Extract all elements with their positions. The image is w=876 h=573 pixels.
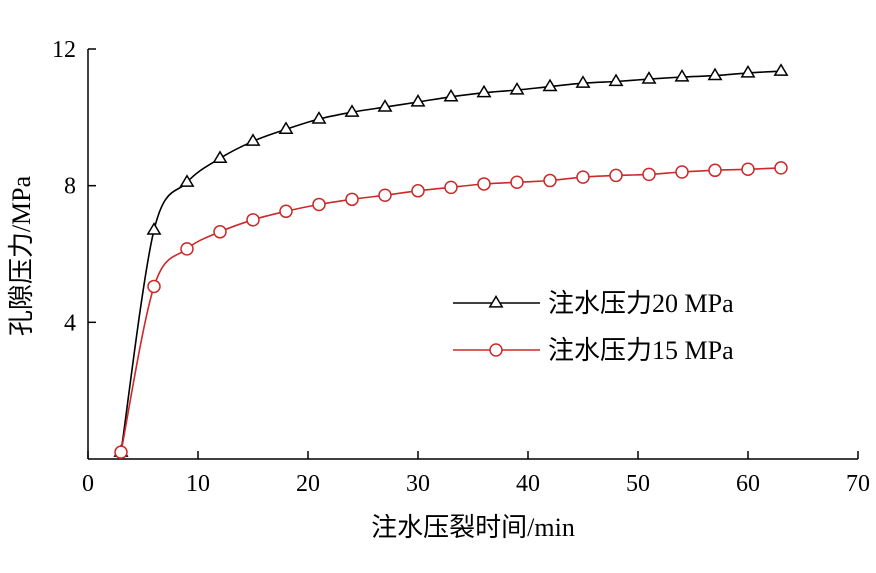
data-point — [410, 93, 426, 107]
series-1 — [113, 63, 789, 457]
data-point — [542, 78, 558, 92]
data-point — [774, 161, 788, 175]
series-line — [120, 70, 782, 453]
data-point — [707, 67, 723, 81]
data-point — [641, 71, 657, 84]
series-2 — [114, 161, 788, 459]
data-point — [212, 150, 228, 163]
data-point — [279, 204, 293, 219]
plot-frame — [87, 49, 858, 460]
data-point — [674, 69, 690, 82]
series-layer — [113, 63, 789, 459]
data-point — [741, 162, 755, 177]
data-point — [344, 104, 360, 117]
legend-marker — [488, 295, 504, 308]
x-tick-label: 70 — [846, 471, 870, 497]
data-point — [179, 174, 195, 187]
data-point — [510, 175, 524, 189]
legend-marker — [489, 343, 503, 357]
x-tick-label: 0 — [82, 471, 94, 497]
data-point — [609, 168, 623, 183]
legend-label: 注水压力20 MPa — [548, 289, 734, 318]
data-point — [543, 173, 557, 188]
x-axis-ticks: 0 10 20 30 40 50 60 70 — [82, 451, 870, 497]
data-point — [740, 64, 756, 78]
y-tick-label: 8 — [64, 174, 76, 200]
data-point — [773, 63, 789, 76]
legend: 注水压力20 MPa 注水压力15 MPa — [453, 289, 734, 365]
data-point — [509, 82, 525, 95]
data-point — [575, 75, 591, 88]
data-point — [246, 213, 260, 227]
data-point — [476, 84, 492, 98]
data-point — [576, 170, 590, 184]
y-axis-title: 孔隙压力/MPa — [7, 175, 36, 336]
legend-label: 注水压力15 MPa — [548, 336, 734, 365]
data-point — [444, 180, 458, 195]
legend-item-2: 注水压力15 MPa — [453, 336, 734, 365]
data-point — [377, 99, 393, 112]
data-point — [708, 163, 722, 178]
data-point — [345, 192, 359, 207]
x-axis-title: 注水压裂时间/min — [371, 513, 575, 542]
data-point — [114, 445, 128, 459]
y-axis-ticks: 4 8 12 — [52, 37, 96, 336]
x-tick-label: 40 — [516, 471, 540, 497]
data-point — [147, 279, 161, 294]
x-tick-label: 60 — [736, 471, 760, 497]
x-tick-label: 50 — [626, 471, 650, 497]
data-point — [311, 111, 327, 124]
data-point — [378, 188, 392, 202]
data-point — [213, 225, 227, 239]
data-point — [642, 167, 656, 182]
x-tick-label: 30 — [406, 471, 430, 497]
y-tick-label: 12 — [52, 37, 76, 63]
data-point — [312, 197, 326, 212]
data-point — [245, 133, 261, 146]
data-point — [180, 242, 194, 256]
data-point — [675, 165, 689, 179]
x-tick-label: 20 — [296, 471, 320, 497]
data-point — [411, 184, 425, 198]
data-point — [278, 121, 294, 134]
x-tick-label: 10 — [186, 471, 210, 497]
data-point — [443, 88, 459, 102]
y-tick-label: 4 — [64, 310, 76, 336]
data-point — [608, 73, 624, 87]
data-point — [477, 177, 491, 191]
data-point — [146, 222, 162, 235]
legend-item-1: 注水压力20 MPa — [453, 289, 734, 318]
